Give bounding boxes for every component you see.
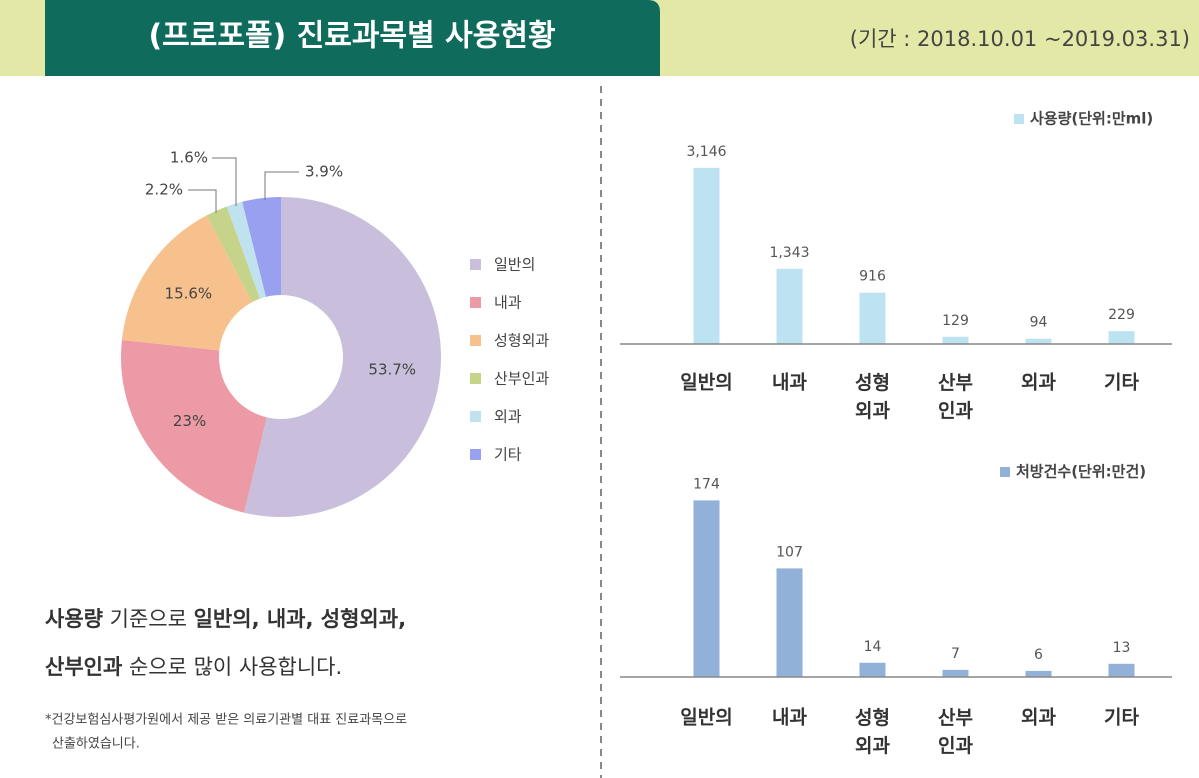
- footnote: 산출하였습니다.: [52, 737, 140, 752]
- value-label: 6: [1034, 647, 1043, 663]
- legend-label: 성형외과: [494, 332, 549, 350]
- pie-slice: [121, 339, 267, 513]
- period: (기간 : 2018.10.01 ~2019.03.31): [850, 27, 1190, 51]
- leader-line: [264, 171, 299, 200]
- legend-swatch: [1014, 114, 1024, 124]
- bar: [1108, 331, 1135, 344]
- bar: [693, 500, 720, 677]
- legend-swatch: [470, 259, 481, 270]
- pie-slice: [206, 206, 260, 303]
- x-tick-label: 일반의: [680, 372, 732, 394]
- leader-line: [212, 157, 237, 206]
- bar: [859, 292, 886, 344]
- x-tick-label: 산부 인과: [938, 707, 973, 757]
- footnote: *건강보험심사평가원에서 제공 받은 의료기관별 대표 진료과목으로: [45, 713, 407, 728]
- value-label: 1,343: [769, 245, 809, 261]
- x-tick-label: 내과: [772, 372, 807, 394]
- x-tick-label: 일반의: [680, 707, 732, 729]
- slice-label: 15.6%: [165, 285, 213, 303]
- value-label: 14: [864, 639, 882, 655]
- bar: [942, 669, 969, 677]
- summary-segment: 사용량: [45, 607, 103, 631]
- slice-label: 23%: [173, 412, 206, 430]
- legend-label: 산부인과: [494, 370, 549, 388]
- slice-label: 2.2%: [145, 181, 183, 199]
- legend-label: 외과: [494, 408, 522, 426]
- legend-swatch: [470, 411, 481, 422]
- value-label: 94: [1030, 315, 1048, 331]
- x-tick-label: 성형 외과: [855, 707, 890, 757]
- value-label: 13: [1113, 640, 1131, 656]
- bar: [693, 167, 720, 344]
- header-tab: [45, 0, 660, 76]
- bar: [776, 268, 803, 344]
- x-tick-label: 산부 인과: [938, 372, 973, 422]
- leader-line: [188, 189, 217, 213]
- summary-line: 산부인과 순으로 많이 사용합니다.: [45, 655, 342, 679]
- page-title: (프로포폴) 진료과목별 사용현황: [148, 19, 555, 54]
- legend-label: 일반의: [494, 256, 535, 274]
- slice-label: 1.6%: [170, 149, 208, 167]
- x-tick-label: 내과: [772, 707, 807, 729]
- value-label: 229: [1108, 307, 1135, 323]
- value-label: 7: [951, 646, 960, 662]
- value-label: 916: [859, 269, 886, 285]
- x-tick-label: 성형 외과: [855, 372, 890, 422]
- legend-label: 처방건수(단위:만건): [1016, 463, 1146, 481]
- x-tick-label: 외과: [1021, 707, 1056, 729]
- value-label: 129: [942, 313, 969, 329]
- bar: [1025, 338, 1052, 344]
- pie-slice: [244, 197, 442, 517]
- legend-swatch: [470, 297, 481, 308]
- bar: [1025, 670, 1052, 677]
- summary-segment: 순으로 많이 사용합니다.: [122, 655, 342, 679]
- pie-slice: [226, 201, 266, 299]
- summary-segment: 산부인과: [45, 655, 122, 679]
- legend-swatch: [470, 335, 481, 346]
- value-label: 174: [693, 476, 720, 492]
- legend-swatch: [470, 373, 481, 384]
- legend-label: 내과: [494, 294, 522, 312]
- value-label: 3,146: [686, 144, 726, 160]
- summary-line: 사용량 기준으로 일반의, 내과, 성형외과,: [45, 607, 406, 631]
- legend-label: 기타: [494, 446, 522, 464]
- x-tick-label: 기타: [1104, 372, 1139, 394]
- bar: [942, 336, 969, 344]
- bar: [859, 662, 886, 677]
- legend-swatch: [1000, 467, 1010, 477]
- summary-segment: 기준으로: [103, 607, 194, 631]
- value-label: 107: [776, 544, 803, 560]
- slice-label: 53.7%: [368, 360, 416, 378]
- summary-segment: 일반의, 내과, 성형외과,: [194, 607, 406, 631]
- bar: [1108, 663, 1135, 677]
- x-tick-label: 기타: [1104, 707, 1139, 729]
- pie-slice: [242, 197, 281, 297]
- bar: [776, 568, 803, 677]
- pie-slice: [121, 215, 253, 351]
- slice-label: 3.9%: [305, 163, 343, 181]
- legend-label: 사용량(단위:만ml): [1030, 110, 1153, 128]
- legend-swatch: [470, 449, 481, 460]
- x-tick-label: 외과: [1021, 372, 1056, 394]
